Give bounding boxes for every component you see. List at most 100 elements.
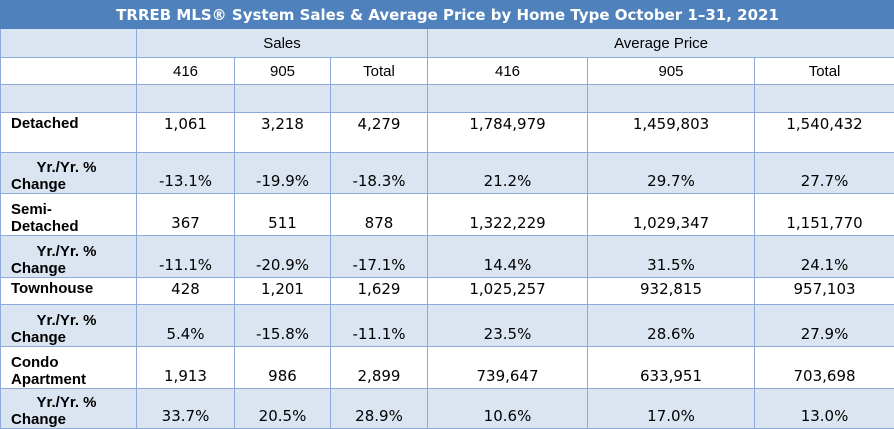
table-cell: -20.9% xyxy=(235,236,331,278)
row-label-line: Change xyxy=(11,411,136,428)
table-cell: 1,061 xyxy=(137,113,235,153)
table-cell: 5.4% xyxy=(137,305,235,347)
row-label-line: Semi- xyxy=(11,201,136,218)
table-cell: -15.8% xyxy=(235,305,331,347)
column-header: Total xyxy=(331,58,428,85)
corner-cell xyxy=(1,29,137,58)
column-header: 905 xyxy=(235,58,331,85)
row-label-line: Change xyxy=(11,176,136,193)
row-label: Yr./Yr. %Change xyxy=(1,236,137,278)
table-cell: 1,201 xyxy=(235,278,331,305)
row-label-line: Yr./Yr. % xyxy=(11,312,136,329)
sales-group-header: Sales xyxy=(137,29,428,58)
table-cell: 3,218 xyxy=(235,113,331,153)
spacer-cell xyxy=(428,85,588,113)
table-cell: 1,913 xyxy=(137,347,235,389)
spacer-cell xyxy=(235,85,331,113)
table-cell: 10.6% xyxy=(428,389,588,429)
table-cell: 703,698 xyxy=(755,347,894,389)
table-cell: 739,647 xyxy=(428,347,588,389)
avg-price-group-header: Average Price xyxy=(428,29,894,58)
table-cell: 986 xyxy=(235,347,331,389)
table-cell: 1,784,979 xyxy=(428,113,588,153)
table-cell: 511 xyxy=(235,194,331,236)
table-cell: 1,322,229 xyxy=(428,194,588,236)
table-cell: 1,025,257 xyxy=(428,278,588,305)
table-cell: 428 xyxy=(137,278,235,305)
corner-cell xyxy=(1,58,137,85)
row-label-line: Condo xyxy=(11,354,136,371)
spacer-cell xyxy=(755,85,894,113)
table-cell: 4,279 xyxy=(331,113,428,153)
table-cell: 14.4% xyxy=(428,236,588,278)
table-cell: 13.0% xyxy=(755,389,894,429)
table-title: TRREB MLS® System Sales & Average Price … xyxy=(1,1,894,29)
table-cell: -18.3% xyxy=(331,153,428,194)
row-label-line: Yr./Yr. % xyxy=(11,243,136,260)
table-cell: 17.0% xyxy=(588,389,755,429)
group-header-row: Sales Average Price xyxy=(1,29,894,58)
table-cell: 932,815 xyxy=(588,278,755,305)
spacer-cell xyxy=(331,85,428,113)
table-cell: 367 xyxy=(137,194,235,236)
row-label-line: Townhouse xyxy=(11,280,136,297)
title-row: TRREB MLS® System Sales & Average Price … xyxy=(1,1,894,29)
table-cell: 27.9% xyxy=(755,305,894,347)
row-label: Semi-Detached xyxy=(1,194,137,236)
spacer-row xyxy=(1,85,894,113)
table-cell: 29.7% xyxy=(588,153,755,194)
row-label: Yr./Yr. %Change xyxy=(1,305,137,347)
table-cell: 28.6% xyxy=(588,305,755,347)
table-cell: 31.5% xyxy=(588,236,755,278)
row-label-line: Detached xyxy=(11,115,136,132)
row-label-line: Change xyxy=(11,260,136,277)
table-cell: 1,459,803 xyxy=(588,113,755,153)
row-label: Detached xyxy=(1,113,137,153)
table-cell: -11.1% xyxy=(137,236,235,278)
spacer-cell xyxy=(588,85,755,113)
column-header: 416 xyxy=(137,58,235,85)
column-header-row: 416 905 Total 416 905 Total xyxy=(1,58,894,85)
table-cell: 28.9% xyxy=(331,389,428,429)
table-cell: -19.9% xyxy=(235,153,331,194)
row-label-line: Yr./Yr. % xyxy=(11,159,136,176)
table-cell: -13.1% xyxy=(137,153,235,194)
table-cell: 21.2% xyxy=(428,153,588,194)
row-label-line: Detached xyxy=(11,218,136,235)
table-cell: 23.5% xyxy=(428,305,588,347)
row-label-line: Apartment xyxy=(11,371,136,388)
table-cell: 1,629 xyxy=(331,278,428,305)
table-cell: 633,951 xyxy=(588,347,755,389)
table-cell: 24.1% xyxy=(755,236,894,278)
table-cell: 20.5% xyxy=(235,389,331,429)
table-cell: 1,029,347 xyxy=(588,194,755,236)
table-row: Yr./Yr. %Change-13.1%-19.9%-18.3%21.2%29… xyxy=(1,153,894,194)
table-cell: 33.7% xyxy=(137,389,235,429)
spacer-cell xyxy=(137,85,235,113)
table-cell: 1,540,432 xyxy=(755,113,894,153)
table-cell: 957,103 xyxy=(755,278,894,305)
row-label-line: Yr./Yr. % xyxy=(11,394,136,411)
table-cell: 27.7% xyxy=(755,153,894,194)
table-cell: 2,899 xyxy=(331,347,428,389)
column-header: 416 xyxy=(428,58,588,85)
table-cell: -11.1% xyxy=(331,305,428,347)
table-cell: 878 xyxy=(331,194,428,236)
row-label: Yr./Yr. %Change xyxy=(1,389,137,429)
row-label-line: Change xyxy=(11,329,136,346)
column-header: Total xyxy=(755,58,894,85)
column-header: 905 xyxy=(588,58,755,85)
table-cell: -17.1% xyxy=(331,236,428,278)
row-label: Yr./Yr. %Change xyxy=(1,153,137,194)
row-label: Townhouse xyxy=(1,278,137,305)
spacer-cell xyxy=(1,85,137,113)
table-cell: 1,151,770 xyxy=(755,194,894,236)
